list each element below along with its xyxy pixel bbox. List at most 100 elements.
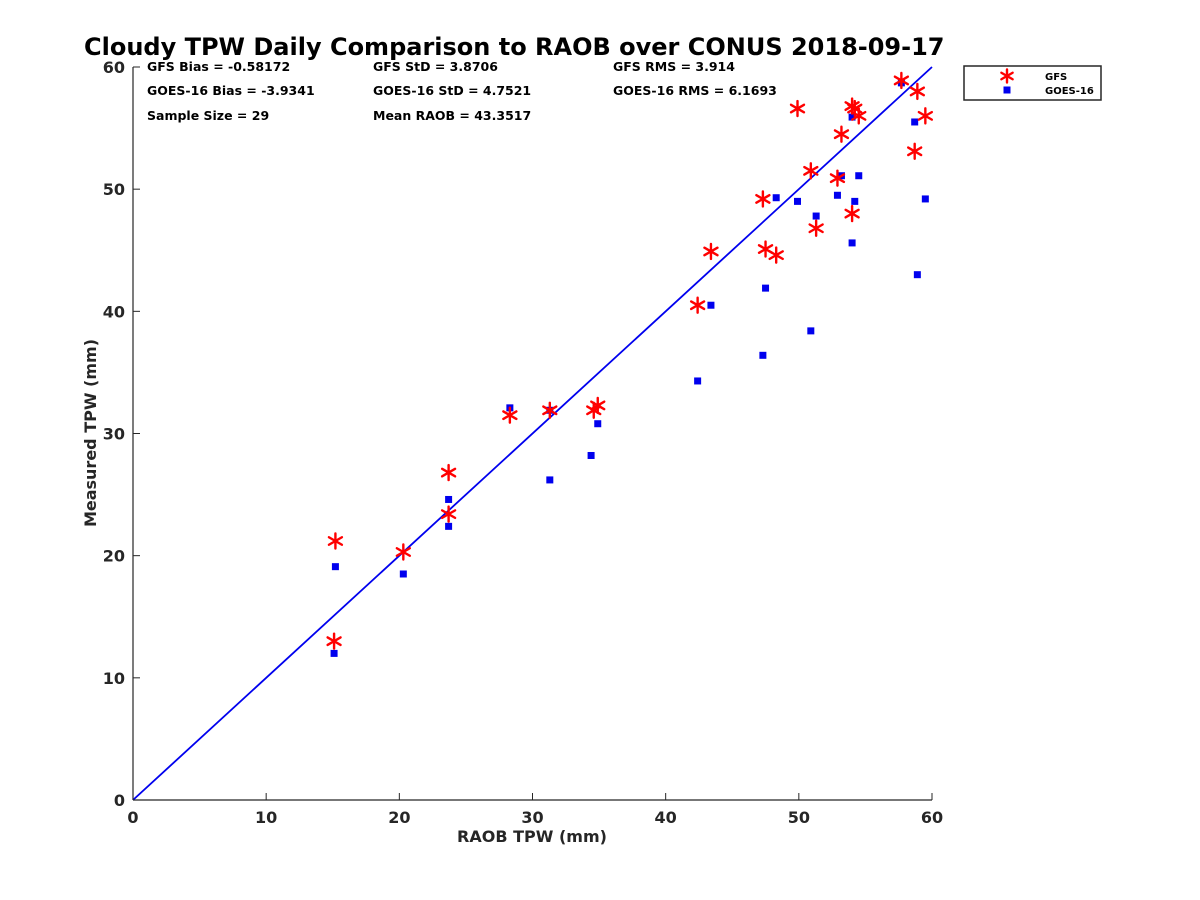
y-tick-label: 0: [114, 791, 125, 810]
gfs-point: [590, 396, 606, 415]
chart-title: Cloudy TPW Daily Comparison to RAOB over…: [84, 33, 944, 61]
gfs-point: [440, 505, 457, 523]
gfs-point: [844, 204, 860, 223]
stat-text: Mean RAOB = 43.3517: [373, 108, 531, 123]
asterisk-stroke: [689, 300, 706, 311]
goes16-point: [921, 195, 929, 203]
gfs-point: [789, 99, 806, 118]
goes16-point: [330, 649, 338, 657]
stat-text: GOES-16 Bias = -3.9341: [147, 83, 315, 98]
gfs-point: [395, 543, 412, 561]
asterisk-stroke: [326, 636, 342, 647]
gfs-point: [808, 219, 824, 237]
y-tick-label: 30: [103, 425, 125, 444]
asterisk-stroke: [829, 173, 846, 184]
stat-text: GFS Bias = -0.58172: [147, 59, 290, 74]
asterisk-stroke: [703, 246, 719, 257]
gfs-point: [502, 406, 518, 424]
goes16-point: [855, 172, 863, 180]
asterisk-stroke: [909, 86, 926, 97]
asterisk-stroke: [808, 223, 824, 234]
legend-label-gfs: GFS: [1045, 72, 1067, 83]
asterisk-stroke: [542, 405, 558, 416]
series-goes16: [330, 79, 929, 657]
y-tick-label: 40: [103, 302, 125, 321]
goes16-point: [546, 476, 554, 484]
gfs-point: [803, 162, 819, 180]
goes16-point: [911, 118, 919, 126]
asterisk-stroke: [590, 400, 606, 411]
x-tick-label: 50: [788, 808, 810, 827]
x-tick-label: 40: [655, 808, 677, 827]
gfs-point: [917, 107, 934, 125]
asterisk-stroke: [917, 110, 934, 121]
asterisk-stroke: [502, 410, 518, 421]
asterisk-stroke: [906, 146, 923, 157]
asterisk-stroke: [327, 536, 344, 546]
goes16-point: [762, 284, 770, 292]
asterisk-stroke: [757, 244, 774, 254]
gfs-point: [833, 125, 850, 143]
asterisk-stroke: [1000, 71, 1014, 81]
gfs-point: [768, 246, 784, 264]
goes16-point: [812, 212, 820, 220]
asterisk-stroke: [893, 75, 910, 86]
gfs-point: [689, 296, 706, 314]
stat-text: GFS RMS = 3.914: [613, 59, 735, 74]
gfs-point: [757, 240, 774, 258]
series-gfs: [326, 71, 934, 650]
gfs-point: [440, 463, 457, 482]
goes16-point: [851, 197, 859, 205]
gfs-point: [906, 142, 923, 160]
plot-area: [132, 66, 934, 801]
goes16-point: [445, 522, 453, 530]
x-tick-label: 20: [388, 808, 410, 827]
goes16-point: [587, 451, 595, 459]
goes16-point: [794, 197, 802, 205]
legend-box: [963, 65, 1102, 101]
goes16-point: [759, 351, 767, 359]
asterisk-stroke: [440, 467, 457, 478]
asterisk-stroke: [440, 509, 457, 520]
x-tick-label: 10: [255, 808, 277, 827]
legend-gfs-marker: [1000, 68, 1014, 84]
gfs-point: [542, 401, 558, 419]
gfs-point: [829, 169, 846, 187]
gfs-point: [851, 107, 867, 125]
stat-text: GFS StD = 3.8706: [373, 59, 498, 74]
x-axis-ticks: 0 10 20 30 40 50 60: [127, 793, 943, 827]
gfs-point: [755, 190, 771, 208]
y-axis-label: Measured TPW (mm): [81, 339, 100, 527]
legend-goes16-marker: [1003, 86, 1011, 94]
gfs-point: [703, 242, 719, 261]
asterisk-stroke: [833, 129, 850, 140]
goes16-point: [694, 377, 702, 385]
legend-label-goes16: GOES-16: [1045, 86, 1094, 97]
asterisk-stroke: [851, 110, 867, 121]
y-tick-label: 10: [103, 669, 125, 688]
asterisk-stroke: [768, 250, 784, 261]
goes16-point: [848, 113, 856, 121]
goes16-point: [848, 239, 856, 247]
asterisk-stroke: [803, 165, 819, 176]
y-tick-label: 60: [103, 58, 125, 77]
y-axis-ticks: 0 10 20 30 40 50 60: [103, 58, 140, 810]
asterisk-stroke: [789, 103, 806, 114]
stat-text: GOES-16 RMS = 6.1693: [613, 83, 777, 98]
goes16-point: [399, 570, 407, 578]
goes16-point: [445, 495, 453, 503]
stats-block: GFS Bias = -0.58172 GFS StD = 3.8706 GFS R…: [147, 59, 777, 123]
goes16-point: [594, 420, 602, 428]
gfs-point: [327, 532, 344, 550]
goes16-point: [707, 301, 715, 309]
asterisk-stroke: [395, 547, 412, 557]
goes16-point: [913, 271, 921, 279]
goes16-point: [331, 563, 339, 571]
goes16-point: [833, 191, 841, 199]
stat-text: GOES-16 StD = 4.7521: [373, 83, 531, 98]
goes16-point: [807, 327, 815, 335]
x-tick-label: 60: [921, 808, 943, 827]
goes16-point: [772, 194, 780, 202]
asterisk-stroke: [755, 193, 771, 204]
